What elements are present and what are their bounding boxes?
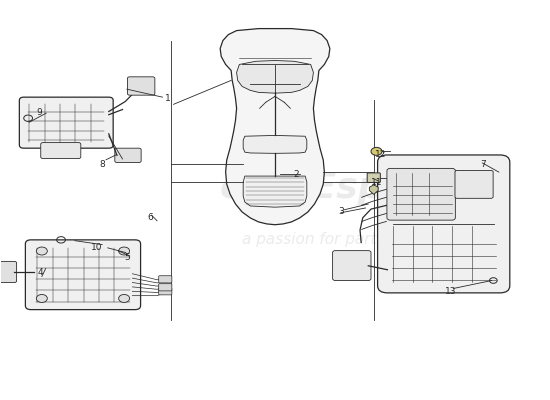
Text: 11: 11 (371, 178, 382, 186)
Text: 6: 6 (147, 214, 153, 222)
FancyBboxPatch shape (159, 276, 172, 283)
FancyBboxPatch shape (455, 170, 493, 198)
Circle shape (36, 247, 47, 255)
FancyBboxPatch shape (387, 168, 455, 220)
Text: 7: 7 (481, 160, 486, 169)
Polygon shape (370, 185, 378, 194)
Text: 1: 1 (165, 94, 171, 103)
Text: 13: 13 (445, 287, 456, 296)
Circle shape (119, 294, 130, 302)
FancyBboxPatch shape (19, 97, 113, 148)
FancyBboxPatch shape (378, 155, 510, 293)
FancyBboxPatch shape (367, 173, 381, 182)
Polygon shape (236, 60, 314, 93)
FancyBboxPatch shape (128, 77, 155, 95)
Text: 2: 2 (293, 170, 299, 178)
Circle shape (371, 147, 382, 155)
Text: 5: 5 (124, 253, 130, 262)
Text: 4: 4 (37, 268, 43, 277)
Polygon shape (220, 28, 330, 225)
Polygon shape (243, 176, 307, 207)
FancyBboxPatch shape (159, 284, 172, 291)
FancyBboxPatch shape (0, 261, 16, 282)
FancyBboxPatch shape (333, 251, 371, 280)
Text: 3: 3 (338, 208, 344, 216)
FancyBboxPatch shape (41, 143, 81, 158)
Text: 8: 8 (100, 160, 105, 169)
Circle shape (36, 294, 47, 302)
Text: eCatEspares: eCatEspares (220, 171, 473, 205)
FancyBboxPatch shape (115, 148, 141, 162)
Text: 10: 10 (91, 243, 102, 252)
Text: a passion for parts: a passion for parts (242, 232, 384, 247)
Circle shape (119, 247, 130, 255)
Polygon shape (243, 136, 307, 153)
FancyBboxPatch shape (25, 240, 141, 310)
FancyBboxPatch shape (159, 288, 172, 295)
Text: 12: 12 (375, 150, 387, 159)
Text: 9: 9 (36, 108, 42, 117)
